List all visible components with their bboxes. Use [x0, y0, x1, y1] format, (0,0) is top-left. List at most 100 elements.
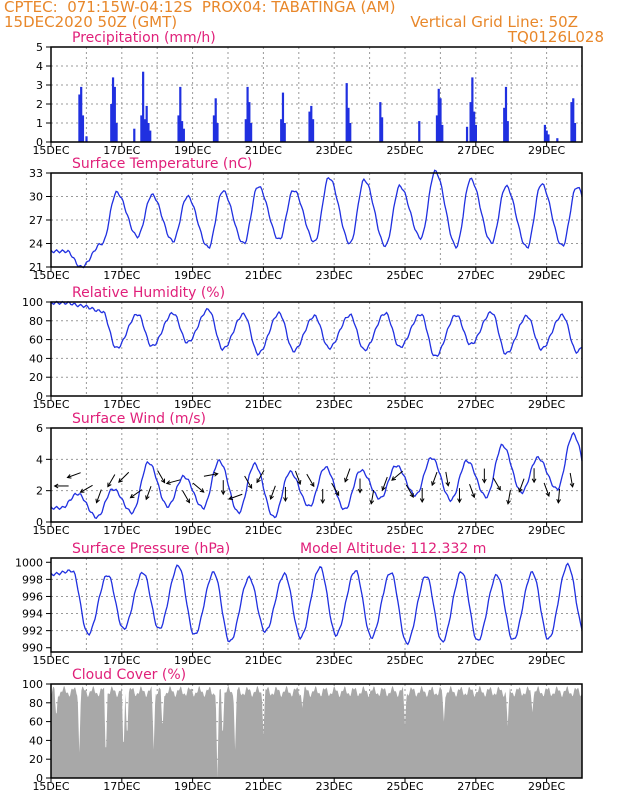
precipitation-bar	[437, 88, 440, 142]
cloud-cover-xtick-label: 25DEC	[386, 780, 423, 793]
precipitation-bar	[81, 115, 85, 142]
humidity-ytick-label: 100	[22, 296, 43, 309]
wind-arrow	[391, 470, 403, 481]
pressure-line	[50, 562, 583, 646]
precipitation-bar	[310, 105, 313, 142]
pressure-xtick-label: 19DEC	[174, 654, 211, 667]
precipitation-bar	[345, 83, 348, 142]
precipitation-bar	[283, 123, 286, 142]
wind-arrow-shaft	[96, 489, 102, 503]
wind-arrow	[445, 471, 451, 487]
temperature-xtick-label: 19DEC	[174, 269, 211, 282]
wind-arrow	[457, 488, 462, 504]
precipitation-bar	[111, 77, 115, 142]
wind-arrow	[79, 484, 93, 493]
precipitation-bar	[556, 138, 559, 142]
wind-arrow	[157, 470, 166, 484]
wind-arrow	[569, 472, 575, 488]
wind-arrow-head	[185, 498, 190, 504]
humidity-xtick-label: 17DEC	[103, 398, 140, 411]
wind-arrow-head	[129, 493, 135, 499]
wind-arrow-shaft	[557, 488, 561, 503]
cloud-cover-ytick-label: 60	[29, 716, 43, 729]
precipitation-bar	[80, 86, 83, 142]
precipitation-bar	[469, 102, 472, 142]
wind-arrow-head	[296, 480, 302, 486]
wind-arrow	[381, 476, 388, 492]
precipitation-bar	[133, 128, 136, 142]
wind-arrow-head	[320, 499, 326, 504]
temperature-title: Surface Temperature (nC)	[72, 156, 253, 172]
wind-arrow-head	[118, 478, 123, 483]
cloud-cover-xtick-label: 29DEC	[528, 780, 565, 793]
wind-arrow	[145, 485, 152, 501]
wind-frame	[50, 427, 583, 523]
wind-arrow	[469, 483, 476, 499]
precipitation-bar	[439, 98, 442, 142]
precipitation-bar	[212, 115, 216, 142]
wind-arrow-shaft	[270, 485, 276, 500]
wind-xtick-label: 27DEC	[457, 524, 494, 537]
wind-arrow-head	[506, 499, 511, 505]
wind-arrow	[203, 472, 219, 477]
wind-arrow-head	[369, 499, 375, 505]
humidity-xtick-label: 25DEC	[386, 398, 423, 411]
wind-arrow-head	[160, 478, 166, 484]
humidity-ytick-label: 0	[36, 390, 43, 403]
wind-arrow-shaft	[294, 470, 301, 485]
wind-arrow	[419, 487, 425, 504]
temperature-ytick-label: 21	[29, 261, 43, 274]
pressure-xtick-label: 25DEC	[386, 654, 423, 667]
precipitation-ytick-label: 1	[36, 117, 43, 130]
humidity-xtick-label: 23DEC	[316, 398, 353, 411]
precipitation-bar	[545, 130, 548, 142]
wind-arrow	[165, 479, 181, 485]
wind-xtick-label: 21DEC	[245, 524, 282, 537]
wind-arrow	[518, 478, 525, 493]
wind-arrow-shaft	[569, 472, 574, 487]
precipitation-xtick-label: 25DEC	[386, 144, 423, 157]
wind-arrow-head	[457, 498, 462, 504]
pressure-xtick-label: 15DEC	[32, 654, 69, 667]
wind-ytick-label: 0	[36, 516, 43, 529]
wind-arrow	[66, 472, 81, 479]
wind-arrow-shaft	[130, 489, 143, 499]
wind-arrow	[543, 482, 551, 498]
precipitation-bar	[311, 119, 315, 142]
wind-arrow-head	[53, 483, 59, 489]
wind-arrow-head	[470, 493, 476, 499]
temperature-xtick-label: 25DEC	[386, 269, 423, 282]
wind-arrow	[431, 471, 438, 487]
precipitation-bar	[547, 134, 550, 142]
precipitation-bar	[85, 136, 88, 142]
wind-arrow-head	[344, 477, 349, 483]
precipitation-bar	[179, 86, 182, 142]
cloud-cover-xtick-label: 23DEC	[316, 780, 353, 793]
precipitation-bar	[246, 86, 249, 142]
wind-arrow-shaft	[182, 490, 190, 503]
temperature-ytick-label: 27	[29, 214, 43, 227]
precipitation-bar	[506, 121, 509, 142]
wind-arrow-shaft	[306, 473, 315, 487]
pressure-ytick-label: 990	[22, 642, 43, 655]
precipitation-bar	[140, 115, 143, 142]
pressure-ytick-label: 992	[22, 625, 43, 638]
wind-arrow-shaft	[192, 482, 205, 493]
temperature-ytick-label: 33	[29, 167, 43, 180]
wind-arrow	[244, 475, 253, 489]
wind-arrow-shaft	[118, 471, 130, 483]
wind-arrow	[294, 470, 302, 486]
temperature-ytick-label: 30	[29, 191, 43, 204]
precipitation-title: Precipitation (mm/h)	[72, 30, 216, 46]
pressure-frame	[50, 557, 583, 653]
wind-arrow	[331, 482, 340, 497]
wind-arrow	[192, 482, 205, 493]
precipitation-bar	[250, 123, 253, 142]
wind-arrow-shaft	[203, 473, 218, 477]
wind-arrow-head	[66, 474, 72, 479]
wind-line	[50, 431, 583, 520]
precipitation-bar	[182, 128, 185, 142]
wind-arrow-head	[247, 484, 253, 489]
wind-arrow	[531, 468, 537, 484]
precipitation-bar	[216, 123, 219, 142]
